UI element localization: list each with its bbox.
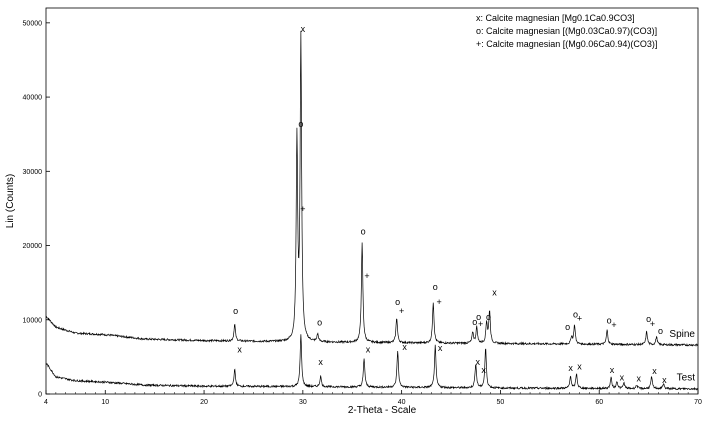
peak-marker: + bbox=[399, 306, 404, 316]
peak-marker: + bbox=[478, 319, 483, 329]
series-trace-spine bbox=[45, 30, 699, 347]
y-tick-label: 10000 bbox=[23, 317, 43, 324]
y-tick-label: 40000 bbox=[23, 95, 43, 102]
y-tick-label: 20000 bbox=[23, 243, 43, 250]
x-tick-label: 10 bbox=[101, 399, 109, 406]
peak-marker: x bbox=[237, 344, 242, 354]
series-trace-test bbox=[45, 334, 699, 391]
peak-marker: + bbox=[364, 271, 369, 281]
peak-marker: o bbox=[317, 318, 322, 328]
peak-marker: x bbox=[577, 362, 582, 372]
peak-marker: o bbox=[658, 326, 663, 336]
peak-marker: + bbox=[300, 204, 305, 214]
peak-marker: x bbox=[610, 365, 615, 375]
peak-marker: x bbox=[620, 373, 625, 383]
peak-marker: x bbox=[301, 24, 306, 34]
legend: x: Calcite magnesian [Mg0.1Ca0.9CO3] o: C… bbox=[476, 13, 657, 49]
plot-area bbox=[45, 7, 699, 395]
x-tick-label: 50 bbox=[497, 399, 505, 406]
x-axis-title: 2-Theta - Scale bbox=[348, 405, 417, 416]
peak-marker: x bbox=[492, 287, 497, 297]
legend-entry: x: Calcite magnesian [Mg0.1Ca0.9CO3] bbox=[476, 13, 635, 23]
peak-marker: o bbox=[298, 119, 303, 129]
x-tick-label: 60 bbox=[595, 399, 603, 406]
peak-marker: o bbox=[361, 226, 366, 236]
peak-marker: + bbox=[577, 313, 582, 323]
peak-marker: x bbox=[568, 363, 573, 373]
x-tick-label: 20 bbox=[200, 399, 208, 406]
x-axis: 4 10 20 30 40 50 60 70 bbox=[44, 390, 702, 406]
series-layer: Spine Test bbox=[45, 30, 699, 391]
peak-marker: x bbox=[481, 365, 486, 375]
peak-marker: o bbox=[646, 314, 651, 324]
x-tick-label: 70 bbox=[694, 399, 702, 406]
peak-marker: x bbox=[662, 375, 667, 385]
y-axis-title: Lin (Counts) bbox=[5, 174, 16, 228]
series-label-spine: Spine bbox=[669, 329, 695, 340]
peak-marker: x bbox=[318, 357, 323, 367]
legend-entry: o: Calcite magnesian [(Mg0.03Ca0.97)(CO3… bbox=[476, 26, 657, 36]
peak-marker: x bbox=[652, 366, 657, 376]
peak-marker: x bbox=[366, 344, 371, 354]
peak-marker: o bbox=[472, 317, 477, 327]
y-tick-label: 0 bbox=[38, 392, 42, 399]
y-tick-label: 30000 bbox=[23, 169, 43, 176]
peak-marker: + bbox=[611, 320, 616, 330]
peak-marker: o bbox=[233, 306, 238, 316]
peak-marker: o bbox=[565, 322, 570, 332]
peak-marker: o bbox=[607, 315, 612, 325]
peak-marker: x bbox=[636, 373, 641, 383]
peak-marker: + bbox=[650, 319, 655, 329]
peak-marker: x bbox=[475, 357, 480, 367]
peak-marker: x bbox=[402, 342, 407, 352]
legend-entry: +: Calcite magnesian [(Mg0.06Ca0.94)(CO3… bbox=[476, 39, 657, 49]
peak-marker: o bbox=[395, 297, 400, 307]
y-tick-label: 50000 bbox=[23, 20, 43, 27]
peak-marker: o bbox=[433, 282, 438, 292]
x-tick-label: 30 bbox=[299, 399, 307, 406]
peak-marker: o bbox=[476, 312, 481, 322]
peak-marker: o bbox=[486, 312, 491, 322]
peak-marker: o bbox=[573, 310, 578, 320]
peak-marker: + bbox=[437, 297, 442, 307]
peak-marker: x bbox=[438, 343, 443, 353]
x-tick-label: 4 bbox=[44, 399, 48, 406]
x-tick-label: 40 bbox=[398, 399, 406, 406]
plot-frame bbox=[45, 7, 699, 395]
series-label-test: Test bbox=[677, 373, 696, 384]
